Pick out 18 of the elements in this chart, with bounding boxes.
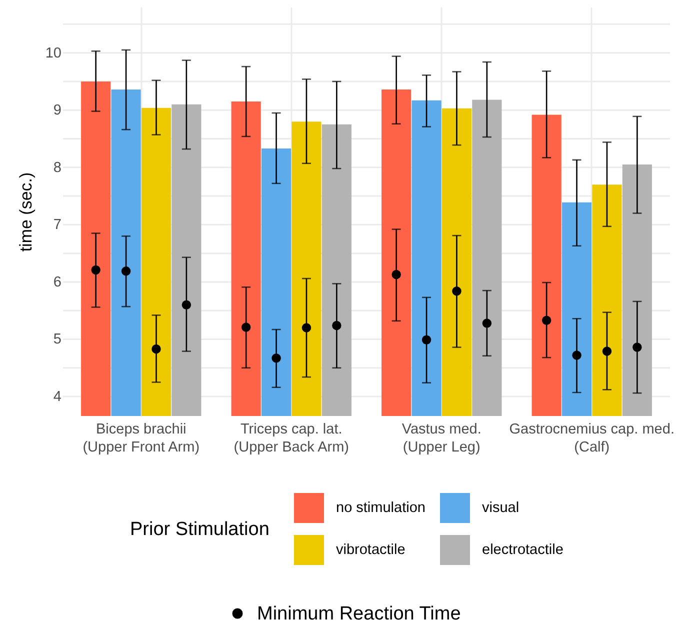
legend-label: Minimum Reaction Time [257,604,461,624]
x-tick-label: Triceps cap. lat. (Upper Back Arm) [234,422,349,456]
legend-label: electrotactile [482,542,564,558]
x-tick-label: Vastus med. (Upper Leg) [402,422,482,456]
legend-label: visual [482,500,520,516]
y-tick-label: 10 [45,45,62,62]
y-tick-label: 9 [53,102,62,119]
y-axis-title: time (sec.) [16,172,36,252]
y-tick-label: 6 [53,274,62,290]
y-tick-label: 4 [53,389,62,406]
legend-label: vibrotactile [336,542,406,558]
x-tick-label: Gastrocnemius cap. med. (Calf) [509,422,674,456]
legend-title: Prior Stimulation [130,519,270,540]
x-tick-label: Biceps brachii (Upper Front Arm) [82,422,200,456]
y-tick-label: 8 [53,160,62,176]
legend-label: no stimulation [336,500,426,516]
y-tick-label: 7 [53,217,62,234]
y-tick-label: 5 [53,332,62,348]
